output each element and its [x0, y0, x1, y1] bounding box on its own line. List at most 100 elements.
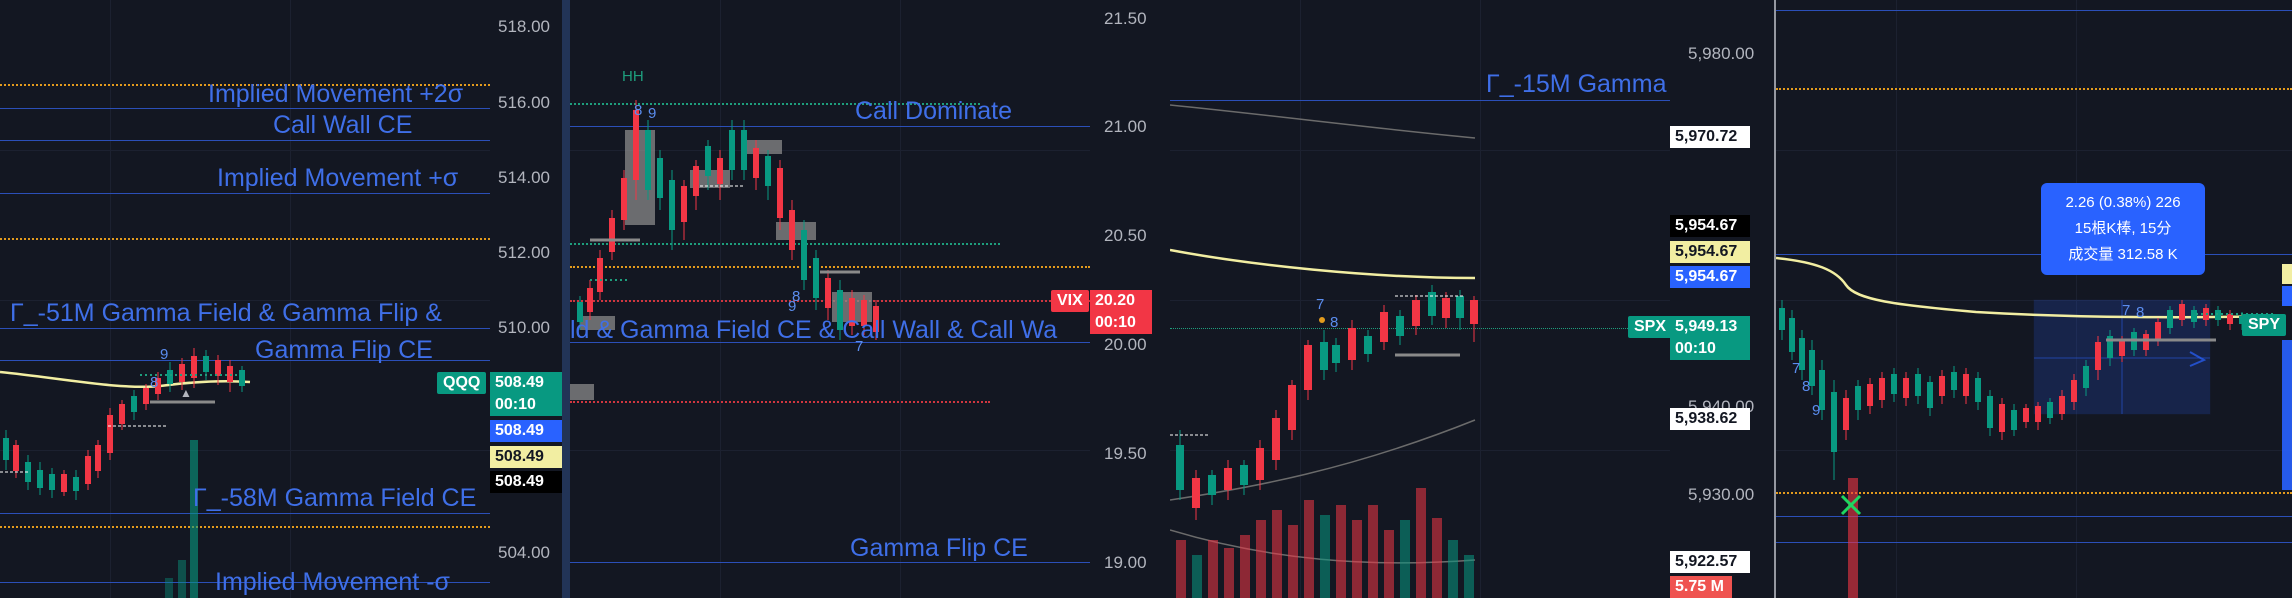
spy-blue-level-top [1776, 10, 2292, 11]
spy-tooltip-change: 2.26 (0.38%) 226 [2065, 194, 2181, 211]
pane-separator-handle[interactable] [562, 0, 570, 598]
vix-call-dominate-line [570, 126, 1090, 127]
qqq-candles [0, 348, 251, 598]
spy-cross-marker [1840, 494, 1862, 516]
qqq-orange-level-top [0, 84, 490, 86]
vix-price-axis[interactable]: 21.50 21.00 20.50 20.00 19.50 19.00 20.2… [1090, 0, 1170, 598]
spy-blue-level-a [1776, 254, 2292, 255]
qqq-price-axis[interactable]: 518.00 516.00 514.00 512.00 510.00 504.0… [490, 0, 562, 598]
spx-axis-boxed-tag-bottom: 5,922.57 [1670, 551, 1750, 573]
qqq-marker-eight: 8 [150, 374, 159, 391]
qqq-orange-level-mid [0, 238, 490, 240]
spy-blue-level-c [1776, 542, 2292, 543]
spy-marker-nine: 9 [1812, 402, 1821, 419]
spy-blue-level-b [1776, 516, 2292, 517]
vix-green-level-mid [570, 243, 1000, 245]
vix-axis-tick: 19.00 [1104, 553, 1147, 572]
spx-axis-tick: 5,930.00 [1688, 485, 1755, 504]
vix-gamma-flip-line [570, 562, 1090, 563]
qqq-axis-tick: 504.00 [498, 543, 550, 562]
vix-marker-eight-low: 8 [792, 288, 801, 305]
qqq-implied-up1-line [0, 193, 490, 194]
qqq-implied-down1-label: Implied Movement -σ [215, 568, 450, 596]
spy-tooltip-volume: 成交量 312.58 K [2068, 246, 2178, 263]
spx-ticker-badge: SPX [1628, 316, 1670, 338]
qqq-last-price-tag: 508.49 [490, 372, 562, 394]
qqq-black-price-tag: 508.49 [490, 471, 562, 493]
qqq-gamma-flip-label: Gamma Flip CE [255, 336, 433, 364]
spx-gamma-label: Γ_-15M Gamma [1486, 70, 1667, 98]
vix-orange-level [570, 266, 1090, 268]
qqq-countdown-tag: 00:10 [490, 394, 562, 416]
qqq-yellow-price-tag: 508.49 [490, 446, 562, 468]
spx-axis-tick: 5,980.00 [1688, 44, 1755, 63]
qqq-axis-tick: 514.00 [498, 168, 550, 187]
spy-orange-level-top [1776, 88, 2292, 90]
vix-gamma-field-call-wall-label: ld & Gamma Field CE & Call Wall & Call W… [570, 316, 1058, 344]
vix-candles [570, 100, 879, 400]
spy-candles [1776, 256, 2292, 598]
qqq-gamma-field-flip-line [0, 328, 490, 329]
qqq-blue-price-tag: 508.49 [490, 420, 562, 442]
qqq-gamma-field-line [0, 513, 490, 514]
vix-marker-nine: 9 [648, 105, 657, 122]
spx-gamma-line [1170, 100, 1670, 101]
qqq-axis-tick: 510.00 [498, 318, 550, 337]
vix-marker-nine-low: 9 [788, 298, 797, 315]
qqq-axis-tick: 516.00 [498, 93, 550, 112]
spy-chart-panel[interactable]: 7 8 9 7 8 2.26 (0.38%) 226 15根K棒, 15分 成交… [1776, 0, 2292, 598]
qqq-call-wall-line [0, 140, 490, 141]
qqq-call-wall-label: Call Wall CE [273, 111, 413, 139]
spy-marker-eight-right: 8 [2136, 304, 2145, 321]
qqq-implied-up2-label: Implied Movement +2σ [208, 80, 464, 108]
spx-axis-black-tag: 5,954.67 [1670, 215, 1750, 237]
qqq-orange-level-low [0, 526, 490, 528]
qqq-axis-tick: 512.00 [498, 243, 550, 262]
vix-gamma-field-call-wall-line [570, 342, 1090, 343]
spy-orange-level-low [1776, 492, 2292, 494]
qqq-gamma-flip-line [0, 360, 490, 361]
spx-countdown-tag: 00:10 [1670, 338, 1750, 360]
spy-marker-seven: 7 [1792, 360, 1801, 377]
qqq-implied-up1-label: Implied Movement +σ [217, 164, 459, 192]
vix-red-level-b [570, 401, 990, 403]
spy-measure-tooltip: 2.26 (0.38%) 226 15根K棒, 15分 成交量 312.58 K [2041, 183, 2205, 275]
pane-separator-handle-2[interactable] [1774, 0, 1776, 598]
spx-axis-blue-tag: 5,954.67 [1670, 266, 1750, 288]
vix-axis-tick: 21.00 [1104, 117, 1147, 136]
vix-ticker-badge: VIX [1051, 290, 1089, 312]
vix-gamma-flip-label: Gamma Flip CE [850, 534, 1028, 562]
spy-ticker-badge: SPY [2242, 314, 2287, 336]
spx-axis-boxed-tag: 5,970.72 [1670, 126, 1750, 148]
qqq-chart-panel[interactable]: Implied Movement +2σ Call Wall CE Implie… [0, 0, 490, 598]
vix-call-dominate-label: Call Dominate [855, 97, 1013, 125]
spx-last-price-line [1170, 328, 1670, 329]
qqq-up-arrow-icon: ▲ [180, 386, 192, 400]
qqq-marker-nine: 9 [160, 346, 169, 363]
spx-price-axis[interactable]: 5,980.00 5,970.72 5,954.67 5,954.67 5,95… [1670, 0, 1774, 598]
vix-marker-hh: HH [622, 68, 644, 85]
qqq-implied-down1-line [0, 582, 490, 583]
spx-axis-boxed-tag-low: 5,938.62 [1670, 408, 1750, 430]
vix-marker-seven: 7 [855, 338, 864, 355]
spx-volume-tag: 5.75 M [1670, 576, 1732, 598]
vix-marker-eight: 8 [634, 102, 643, 119]
spx-last-price-tag: 5,949.13 [1670, 316, 1750, 338]
spx-marker-seven: 7 [1316, 296, 1325, 313]
vix-countdown-tag: 00:10 [1090, 312, 1152, 334]
qqq-implied-up2-line [0, 108, 490, 109]
spx-marker-eight: 8 [1330, 314, 1339, 331]
spx-axis-yellow-tag: 5,954.67 [1670, 241, 1750, 263]
qqq-gamma-field-flip-label: Γ_-51M Gamma Field & Gamma Flip & [10, 299, 442, 327]
spy-marker-seven-right: 7 [2122, 302, 2131, 319]
spy-marker-eight: 8 [1802, 378, 1811, 395]
vix-last-price-tag: 20.20 [1090, 290, 1152, 312]
spx-chart-panel[interactable]: 7 8 Γ_-15M Gamma SPX [1170, 0, 1670, 598]
vix-chart-panel[interactable]: HH 8 9 8 9 7 Call Dominate ld & Gamma Fi… [570, 0, 1090, 598]
vix-axis-tick: 20.00 [1104, 335, 1147, 354]
qqq-ticker-badge: QQQ [437, 372, 487, 394]
vix-green-level-top [570, 103, 980, 105]
vix-axis-tick: 20.50 [1104, 226, 1147, 245]
spx-candles [1170, 104, 1478, 598]
qqq-gamma-field-label: Γ_-58M Gamma Field CE [193, 484, 477, 512]
